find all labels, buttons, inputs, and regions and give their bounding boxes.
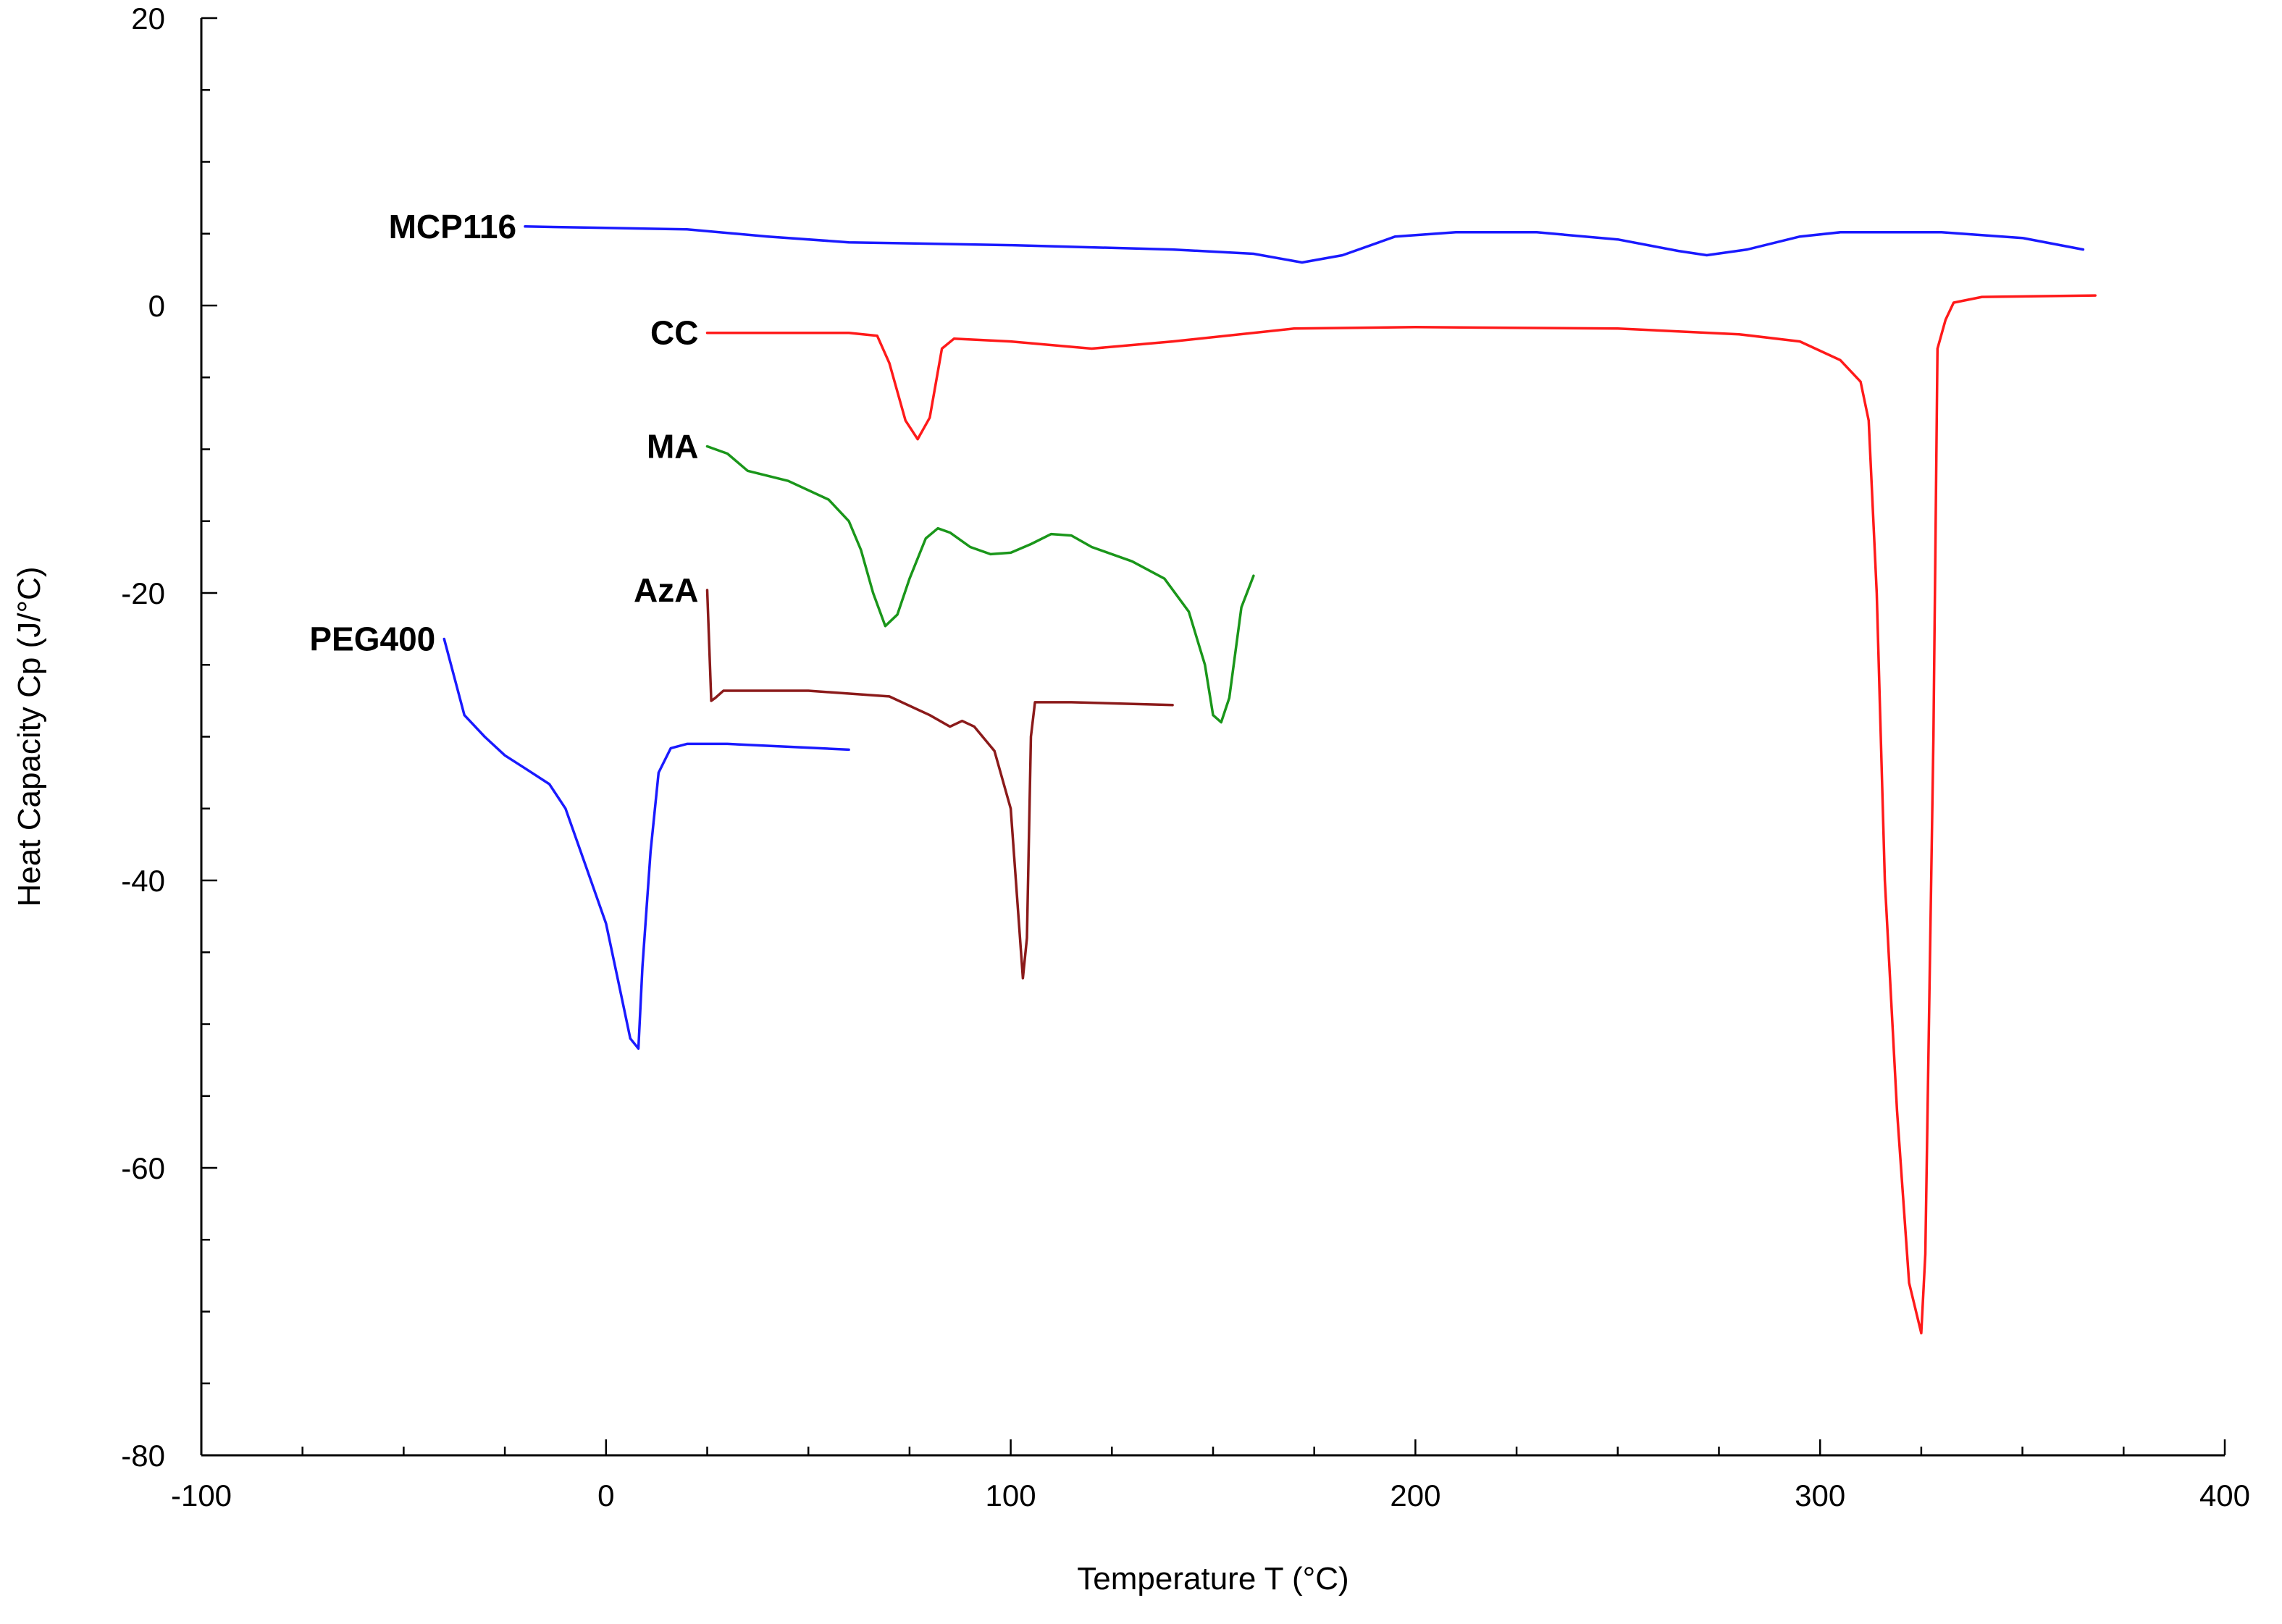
x-axis-ticks: -100 0 100 200 300 400 xyxy=(171,1439,2250,1512)
curve-aza xyxy=(705,589,1174,980)
x-tick-label: 100 xyxy=(986,1478,1036,1512)
curve-mcp116 xyxy=(524,225,2085,264)
curve-peg400 xyxy=(442,637,850,1050)
x-tick-label: 300 xyxy=(1795,1478,1845,1512)
y-tick-label: 20 xyxy=(131,1,165,35)
x-tick-label: 0 xyxy=(597,1478,614,1512)
x-axis-title: Temperature T (°C) xyxy=(1077,1561,1348,1596)
x-tick-label: 400 xyxy=(2199,1478,2250,1512)
series-labels: MCP116 CC MA AzA PEG400 xyxy=(309,208,698,658)
y-tick-label: -20 xyxy=(121,576,165,610)
y-tick-label: -80 xyxy=(121,1439,165,1473)
y-axis-title: Heat Capacity Cp (J/°C) xyxy=(12,567,47,907)
x-tick-label: 200 xyxy=(1390,1478,1440,1512)
label-aza: AzA xyxy=(634,571,698,609)
y-tick-label: -40 xyxy=(121,864,165,898)
y-tick-label: -60 xyxy=(121,1151,165,1185)
label-peg400: PEG400 xyxy=(309,620,435,658)
curve-cc xyxy=(705,294,2097,1335)
label-cc: CC xyxy=(650,314,698,352)
y-axis-ticks: -80 -60 -40 -20 0 20 xyxy=(121,1,217,1473)
label-mcp116: MCP116 xyxy=(389,208,516,245)
curves xyxy=(442,225,2097,1335)
curve-ma xyxy=(705,445,1255,724)
label-ma: MA xyxy=(647,428,699,466)
x-tick-label: -100 xyxy=(171,1478,232,1512)
y-tick-label: 0 xyxy=(148,289,165,323)
